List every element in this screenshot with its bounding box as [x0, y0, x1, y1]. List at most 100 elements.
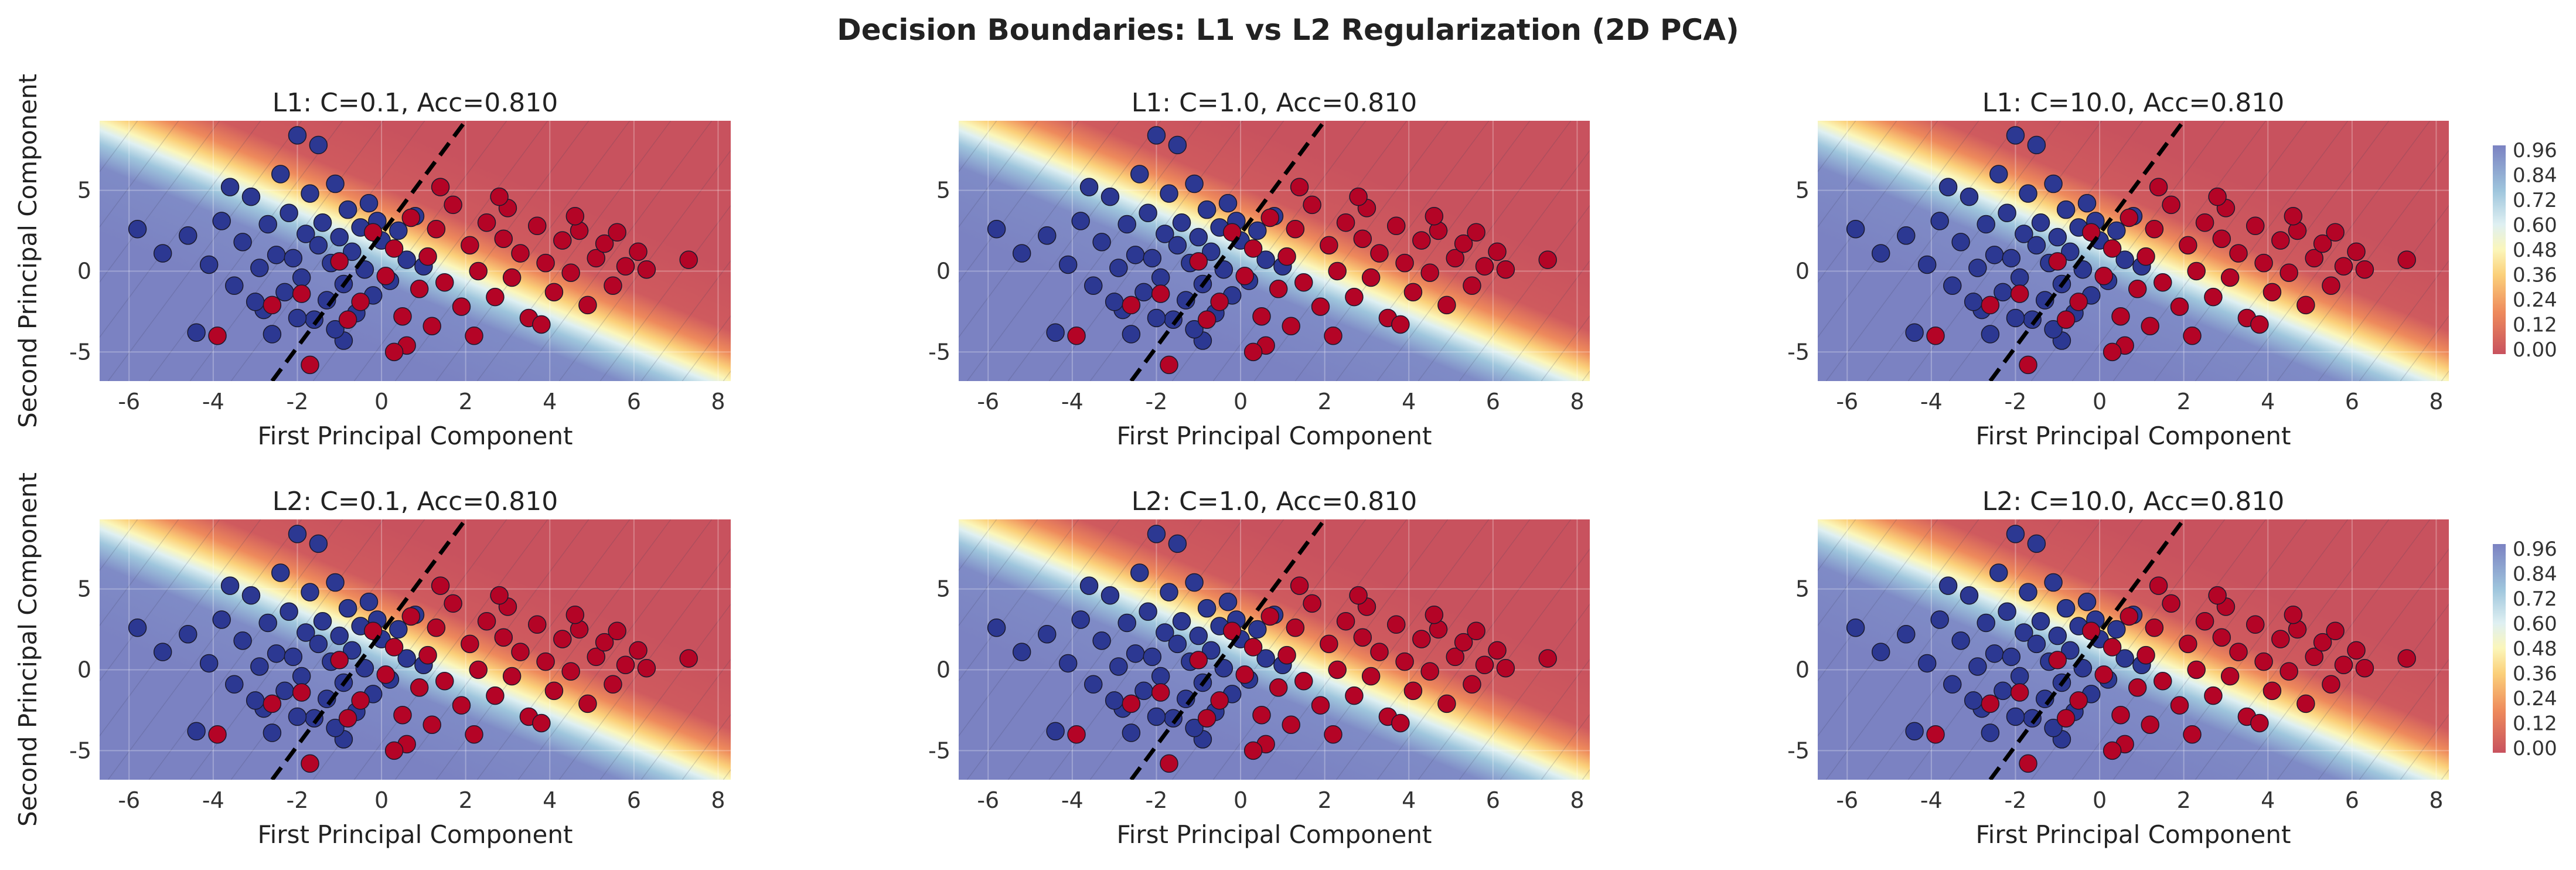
point-class-0: [179, 625, 197, 644]
point-class-0: [2010, 667, 2029, 686]
contour-line: [966, 121, 1161, 381]
contour-line: [1818, 519, 1856, 572]
point-class-0: [225, 276, 244, 295]
point-class-0: [987, 618, 1006, 637]
point-class-1: [1463, 276, 1481, 295]
contour-line: [682, 315, 731, 381]
point-class-0: [1109, 259, 1128, 277]
point-class-1: [401, 607, 421, 626]
point-class-0: [2044, 174, 2063, 193]
point-class-1: [338, 709, 357, 728]
y-tick-label: -5: [1787, 738, 1810, 763]
point-class-0: [2027, 236, 2046, 255]
point-class-1: [1260, 607, 1280, 626]
point-class-1: [2220, 268, 2240, 287]
point-class-1: [1067, 327, 1086, 345]
point-class-0: [284, 249, 303, 268]
x-tick-label: -4: [1920, 389, 1943, 414]
point-class-0: [2015, 225, 2033, 243]
point-class-0: [1117, 613, 1136, 633]
point-class-0: [1084, 675, 1103, 694]
point-class-0: [1871, 244, 1890, 263]
point-class-0: [1960, 187, 1979, 206]
contour-line: [2277, 548, 2449, 780]
point-class-0: [1985, 246, 2004, 264]
point-class-0: [2077, 193, 2097, 213]
point-class-0: [1151, 667, 1170, 686]
point-class-1: [2145, 618, 2164, 637]
contour-line: [1253, 519, 1449, 780]
contour-line: [1621, 121, 1814, 381]
x-axis-label: First Principal Component: [1117, 422, 1432, 450]
point-class-0: [1139, 203, 1157, 222]
point-class-1: [435, 273, 454, 292]
x-tick-label: 4: [2261, 787, 2275, 813]
contour-line: [1376, 121, 1572, 381]
y-axis-label: Second Principal Component: [13, 473, 42, 827]
point-class-1: [1454, 234, 1473, 253]
point-class-1: [502, 268, 522, 287]
point-class-1: [338, 310, 357, 329]
colorbar-tick-label: 0.48: [2513, 239, 2557, 262]
point-class-0: [1109, 657, 1128, 676]
point-class-1: [1488, 242, 1507, 261]
y-tick-label: 0: [77, 657, 91, 682]
y-tick-label: 5: [77, 178, 91, 203]
point-class-0: [280, 602, 298, 621]
point-class-1: [637, 658, 656, 678]
point-class-1: [1122, 694, 1141, 713]
point-class-0: [241, 586, 261, 605]
point-class-1: [2246, 216, 2265, 236]
point-class-0: [2077, 592, 2097, 611]
contour-line: [1007, 519, 1202, 780]
point-class-1: [263, 694, 282, 713]
contour-line: [762, 519, 955, 780]
point-class-1: [2334, 257, 2353, 276]
point-class-1: [330, 252, 349, 271]
point-class-1: [427, 618, 446, 637]
contour-line: [107, 121, 302, 381]
point-class-0: [2006, 308, 2025, 328]
point-class-0: [1930, 610, 1949, 629]
contour-line: [1948, 519, 2144, 780]
point-class-1: [578, 694, 597, 713]
point-class-1: [1290, 178, 1309, 196]
point-class-1: [1361, 268, 1381, 287]
point-class-1: [2313, 633, 2332, 652]
x-tick-label: -4: [1061, 389, 1083, 414]
point-class-1: [2137, 247, 2155, 266]
point-class-1: [2141, 715, 2159, 734]
panel-2: -6 -4 -2 0 2 4 6 8 -5 0 5 L1: C=1.0, Acc=0.810 First…: [928, 88, 1590, 450]
point-class-1: [637, 260, 656, 279]
point-class-0: [1084, 276, 1103, 295]
point-class-1: [1412, 231, 1431, 250]
x-tick-label: 0: [1234, 787, 1248, 813]
point-class-0: [2107, 620, 2126, 639]
point-class-0: [2027, 634, 2046, 654]
colorbar-tick-label: 0.24: [2513, 288, 2557, 312]
contour-line: [2071, 519, 2267, 780]
point-class-1: [1420, 662, 1439, 681]
point-class-0: [250, 657, 269, 676]
point-class-1: [1981, 295, 2000, 315]
y-axis-label: Second Principal Component: [13, 74, 42, 428]
contour-line: [1212, 519, 1408, 780]
point-class-0: [1951, 233, 1970, 252]
point-class-1: [477, 611, 496, 631]
contour-line: [1500, 658, 1590, 780]
point-class-1: [1437, 694, 1456, 713]
point-class-1: [384, 239, 404, 258]
point-class-0: [1989, 165, 2008, 183]
point-class-1: [679, 649, 698, 668]
point-class-0: [284, 647, 303, 667]
point-class-1: [410, 280, 429, 298]
y-tick-label: 0: [936, 657, 950, 682]
point-class-1: [2326, 223, 2345, 242]
panel-title: L1: C=1.0, Acc=0.810: [1132, 88, 1417, 118]
point-class-1: [422, 715, 441, 734]
contour-line: [1459, 205, 1590, 381]
point-class-0: [1897, 226, 1916, 245]
point-class-0: [2044, 719, 2063, 738]
point-class-1: [1324, 725, 1342, 744]
